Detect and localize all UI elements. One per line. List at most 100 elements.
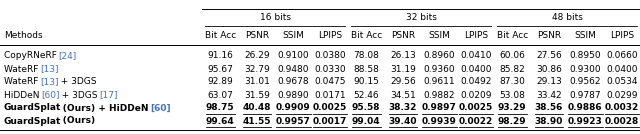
Text: 0.0299: 0.0299 bbox=[606, 90, 637, 100]
Text: 0.0022: 0.0022 bbox=[459, 116, 493, 126]
Text: 0.9100: 0.9100 bbox=[277, 51, 309, 60]
Text: 40.48: 40.48 bbox=[243, 103, 271, 113]
Text: (Ours): (Ours) bbox=[61, 116, 95, 126]
Text: 0.9562: 0.9562 bbox=[570, 77, 601, 87]
Text: 0.8950: 0.8950 bbox=[570, 51, 601, 60]
Text: WateRF: WateRF bbox=[4, 77, 40, 87]
Text: 63.07: 63.07 bbox=[207, 90, 233, 100]
Text: LPIPS: LPIPS bbox=[610, 31, 634, 40]
Text: + 3DGS: + 3DGS bbox=[60, 90, 99, 100]
Text: 95.67: 95.67 bbox=[207, 64, 233, 74]
Text: 0.9897: 0.9897 bbox=[422, 103, 457, 113]
Text: 0.0025: 0.0025 bbox=[312, 103, 347, 113]
Text: 52.46: 52.46 bbox=[353, 90, 379, 100]
Text: 48 bits: 48 bits bbox=[552, 12, 582, 21]
Text: GuardSplat: GuardSplat bbox=[4, 103, 61, 113]
Text: 0.0534: 0.0534 bbox=[606, 77, 637, 87]
Text: 60.06: 60.06 bbox=[499, 51, 525, 60]
Text: 0.9939: 0.9939 bbox=[422, 116, 457, 126]
Text: 0.0400: 0.0400 bbox=[460, 64, 492, 74]
Text: Bit Acc: Bit Acc bbox=[205, 31, 236, 40]
Text: 88.58: 88.58 bbox=[353, 64, 379, 74]
Text: 0.0209: 0.0209 bbox=[460, 90, 492, 100]
Text: 26.13: 26.13 bbox=[390, 51, 415, 60]
Text: 90.15: 90.15 bbox=[353, 77, 379, 87]
Text: 0.0492: 0.0492 bbox=[460, 77, 492, 87]
Text: 0.0032: 0.0032 bbox=[605, 103, 639, 113]
Text: 41.55: 41.55 bbox=[243, 116, 271, 126]
Text: 27.56: 27.56 bbox=[536, 51, 562, 60]
Text: 38.90: 38.90 bbox=[534, 116, 563, 126]
Text: 29.56: 29.56 bbox=[390, 77, 415, 87]
Text: PSNR: PSNR bbox=[390, 31, 415, 40]
Text: [24]: [24] bbox=[59, 51, 77, 60]
Text: 0.9787: 0.9787 bbox=[570, 90, 601, 100]
Text: 0.9909: 0.9909 bbox=[276, 103, 310, 113]
Text: SSIM: SSIM bbox=[428, 31, 450, 40]
Text: 98.29: 98.29 bbox=[498, 116, 527, 126]
Text: SSIM: SSIM bbox=[282, 31, 304, 40]
Text: 29.13: 29.13 bbox=[536, 77, 562, 87]
Text: 0.0028: 0.0028 bbox=[605, 116, 639, 126]
Text: 99.64: 99.64 bbox=[206, 116, 235, 126]
Text: CopyRNeRF: CopyRNeRF bbox=[4, 51, 59, 60]
Text: GuardSplat: GuardSplat bbox=[4, 116, 61, 126]
Text: LPIPS: LPIPS bbox=[464, 31, 488, 40]
Text: [13]: [13] bbox=[40, 77, 59, 87]
Text: 38.32: 38.32 bbox=[388, 103, 417, 113]
Text: 31.59: 31.59 bbox=[244, 90, 269, 100]
Text: 0.9611: 0.9611 bbox=[424, 77, 455, 87]
Text: 39.40: 39.40 bbox=[388, 116, 417, 126]
Text: 30.86: 30.86 bbox=[536, 64, 562, 74]
Text: PSNR: PSNR bbox=[537, 31, 561, 40]
Text: [17]: [17] bbox=[99, 90, 118, 100]
Text: 26.29: 26.29 bbox=[244, 51, 269, 60]
Text: 0.0475: 0.0475 bbox=[314, 77, 346, 87]
Text: 0.0330: 0.0330 bbox=[314, 64, 346, 74]
Text: 92.89: 92.89 bbox=[207, 77, 233, 87]
Text: 0.0025: 0.0025 bbox=[459, 103, 493, 113]
Text: SSIM: SSIM bbox=[574, 31, 596, 40]
Text: + 3DGS: + 3DGS bbox=[59, 77, 96, 87]
Text: 0.9678: 0.9678 bbox=[277, 77, 309, 87]
Text: 0.0380: 0.0380 bbox=[314, 51, 346, 60]
Text: Methods: Methods bbox=[4, 31, 43, 40]
Text: 0.0017: 0.0017 bbox=[312, 116, 347, 126]
Text: 87.30: 87.30 bbox=[499, 77, 525, 87]
Text: 0.0400: 0.0400 bbox=[606, 64, 637, 74]
Text: PSNR: PSNR bbox=[244, 31, 269, 40]
Text: Bit Acc: Bit Acc bbox=[497, 31, 528, 40]
Text: 78.08: 78.08 bbox=[353, 51, 379, 60]
Text: LPIPS: LPIPS bbox=[317, 31, 342, 40]
Text: 0.8960: 0.8960 bbox=[424, 51, 455, 60]
Text: 31.01: 31.01 bbox=[244, 77, 269, 87]
Text: 31.19: 31.19 bbox=[390, 64, 416, 74]
Text: 0.0410: 0.0410 bbox=[460, 51, 492, 60]
Text: 0.0171: 0.0171 bbox=[314, 90, 346, 100]
Text: 93.29: 93.29 bbox=[498, 103, 527, 113]
Text: (Ours) + HiDDeN: (Ours) + HiDDeN bbox=[61, 103, 150, 113]
Text: 95.58: 95.58 bbox=[352, 103, 381, 113]
Text: 34.51: 34.51 bbox=[390, 90, 415, 100]
Text: 33.42: 33.42 bbox=[536, 90, 561, 100]
Text: [60]: [60] bbox=[41, 90, 60, 100]
Text: 0.9957: 0.9957 bbox=[276, 116, 310, 126]
Text: 53.08: 53.08 bbox=[499, 90, 525, 100]
Text: 0.0660: 0.0660 bbox=[606, 51, 637, 60]
Text: 0.9886: 0.9886 bbox=[568, 103, 603, 113]
Text: HiDDeN: HiDDeN bbox=[4, 90, 41, 100]
Text: WateRF: WateRF bbox=[4, 64, 40, 74]
Text: 38.56: 38.56 bbox=[534, 103, 563, 113]
Text: 98.75: 98.75 bbox=[206, 103, 235, 113]
Text: 32 bits: 32 bits bbox=[406, 12, 436, 21]
Text: 0.9300: 0.9300 bbox=[570, 64, 601, 74]
Text: 99.04: 99.04 bbox=[352, 116, 381, 126]
Text: 16 bits: 16 bits bbox=[259, 12, 291, 21]
Text: 0.9923: 0.9923 bbox=[568, 116, 603, 126]
Text: 91.16: 91.16 bbox=[207, 51, 233, 60]
Text: 0.9360: 0.9360 bbox=[424, 64, 455, 74]
Text: 0.9882: 0.9882 bbox=[424, 90, 455, 100]
Text: [13]: [13] bbox=[40, 64, 59, 74]
Text: 85.82: 85.82 bbox=[499, 64, 525, 74]
Text: 0.9890: 0.9890 bbox=[277, 90, 309, 100]
